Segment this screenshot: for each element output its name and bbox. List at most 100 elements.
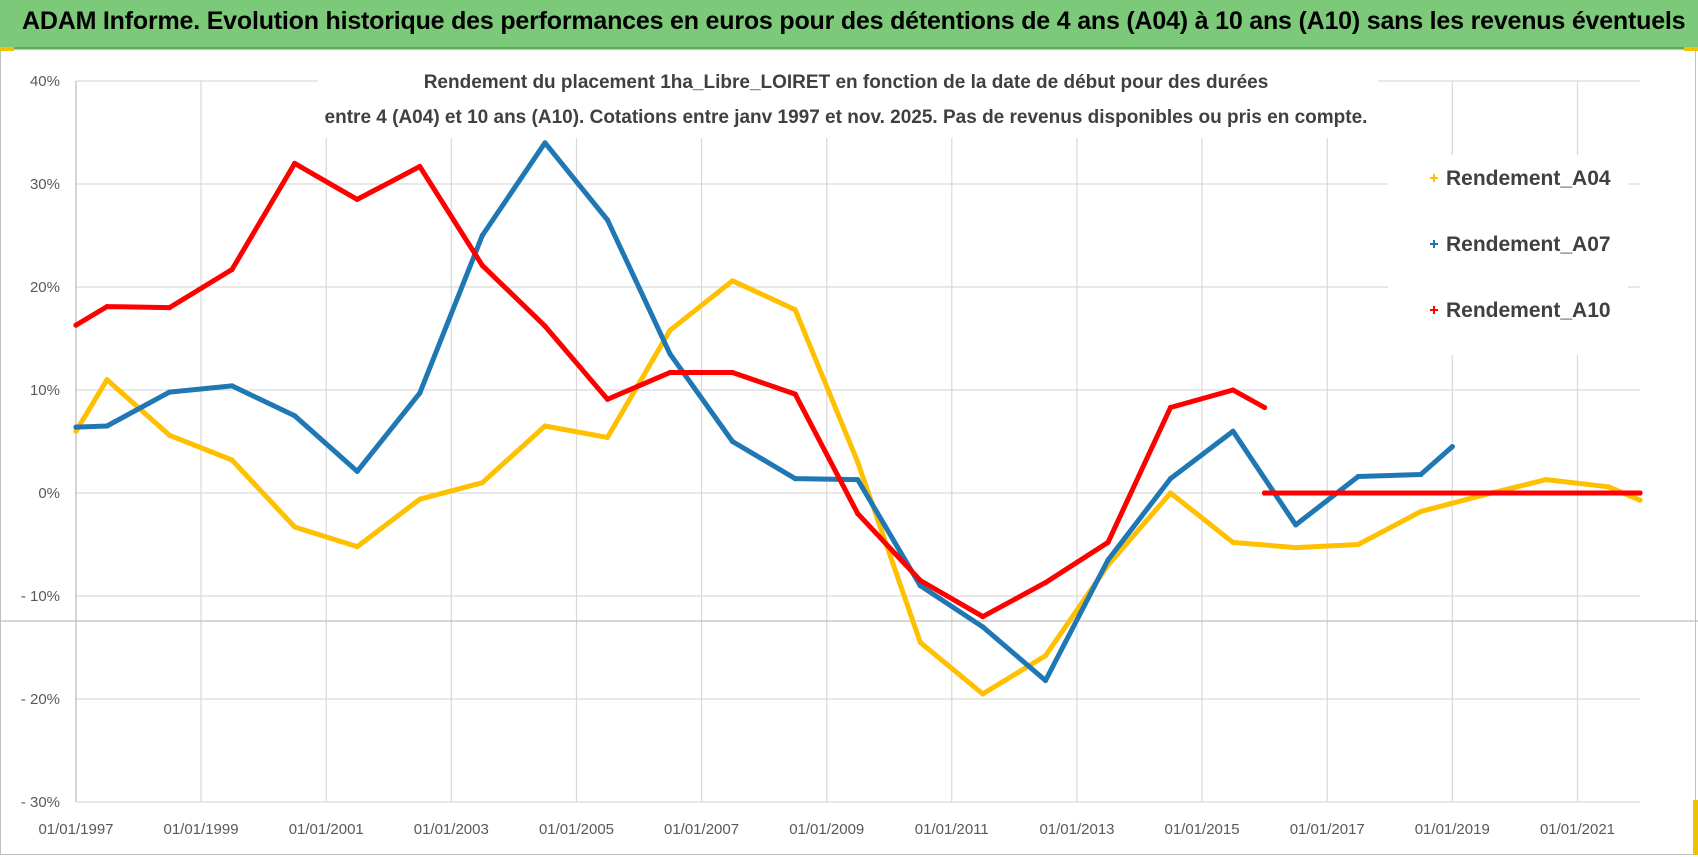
data-point (855, 459, 861, 465)
series-line-rendement-a07 (73, 140, 1455, 683)
data-point (1261, 404, 1268, 411)
data-point (667, 327, 673, 333)
data-point (792, 307, 798, 313)
data-point (1637, 497, 1643, 503)
title-background (318, 64, 1378, 138)
banner-title: ADAM Informe. Evolution historique des p… (22, 7, 1686, 35)
data-point (417, 390, 423, 396)
title-banner: ADAM Informe. Evolution historique des p… (0, 0, 1698, 49)
data-point (917, 639, 923, 646)
data-point (354, 468, 360, 474)
data-point (1105, 557, 1111, 563)
y-tick-label: 30% (30, 176, 60, 193)
data-point (73, 424, 79, 430)
data-point (792, 476, 798, 482)
data-point (980, 624, 986, 630)
chart-title-line-2: entre 4 (A04) et 10 ans (A10). Cotations… (325, 107, 1368, 128)
data-point (229, 383, 235, 389)
data-point (1230, 428, 1236, 434)
data-point (917, 583, 923, 589)
data-point (1449, 444, 1455, 450)
data-point (1105, 539, 1111, 546)
data-point (1261, 490, 1268, 496)
x-tick-label: 01/01/2007 (664, 821, 739, 838)
y-tick-label: - 30% (21, 794, 60, 811)
data-point (417, 496, 423, 502)
data-point (1543, 477, 1549, 483)
data-point (229, 457, 235, 463)
data-point (1605, 484, 1612, 490)
data-point (1042, 677, 1049, 684)
legend-label: Rendement_A10 (1446, 299, 1611, 322)
data-point (604, 396, 611, 402)
data-point (479, 262, 485, 268)
y-tick-label: - 20% (21, 691, 60, 708)
data-point (1167, 476, 1174, 482)
data-point (542, 323, 548, 329)
data-point (104, 423, 110, 429)
data-point (1355, 541, 1361, 548)
data-point (792, 391, 798, 397)
data-point (417, 163, 423, 170)
data-point (73, 428, 79, 434)
series-lines (73, 140, 1643, 697)
data-point (667, 351, 673, 357)
corner-mark-top-left (0, 47, 14, 51)
data-point (1167, 404, 1174, 411)
data-point (1355, 473, 1361, 480)
data-point (729, 278, 736, 284)
x-tick-label: 01/01/1999 (163, 821, 238, 838)
data-point (980, 614, 986, 620)
chart-title-line-1: Rendement du placement 1ha_Libre_LOIRET … (424, 72, 1269, 93)
data-point (354, 196, 360, 202)
x-tick-label: 01/01/2019 (1415, 821, 1490, 838)
data-point (1167, 490, 1174, 496)
data-point (729, 369, 736, 376)
data-point (604, 217, 611, 223)
y-tick-label: 20% (30, 279, 60, 296)
y-axis-ticks: 40% 30% 20% 10% 0% - 10% - 20% - 30% (21, 73, 60, 811)
data-point (729, 438, 736, 445)
y-tick-label: - 10% (21, 588, 60, 605)
x-tick-label: 01/01/2005 (539, 821, 614, 838)
data-point (104, 377, 110, 383)
data-point (73, 322, 79, 328)
x-tick-label: 01/01/2021 (1540, 821, 1615, 838)
legend-background (1388, 155, 1628, 355)
data-point (166, 389, 173, 395)
data-point (1418, 471, 1424, 478)
x-axis-ticks: 01/01/1997 01/01/1999 01/01/2001 01/01/2003… (38, 821, 1615, 838)
x-tick-label: 01/01/2001 (289, 821, 364, 838)
data-point (667, 369, 673, 376)
data-point (917, 577, 923, 584)
chart-frame (0, 49, 1696, 855)
data-point (1042, 580, 1049, 586)
corner-mark-bottom-right (1693, 800, 1698, 855)
data-point (980, 691, 986, 697)
data-point (1293, 545, 1299, 551)
corner-mark-top-right (1684, 47, 1698, 51)
data-point (604, 434, 611, 440)
data-point (855, 510, 861, 517)
data-point (855, 477, 861, 483)
data-point (292, 413, 298, 419)
data-point (292, 160, 298, 166)
data-point (1293, 522, 1299, 528)
y-tick-label: 10% (30, 382, 60, 399)
data-point (1418, 508, 1424, 515)
data-point (292, 524, 298, 530)
data-point (1637, 490, 1643, 496)
data-point (479, 480, 485, 486)
data-point (104, 304, 110, 310)
legend-label: Rendement_A04 (1446, 167, 1611, 190)
data-point (229, 266, 235, 273)
legend-label: Rendement_A07 (1446, 233, 1611, 256)
data-point (1042, 653, 1049, 659)
data-point (542, 140, 548, 146)
x-tick-label: 01/01/2003 (414, 821, 489, 838)
x-tick-label: 01/01/2011 (915, 821, 989, 838)
y-tick-label: 0% (38, 485, 60, 502)
data-point (166, 305, 173, 311)
x-tick-label: 01/01/2013 (1039, 821, 1114, 838)
